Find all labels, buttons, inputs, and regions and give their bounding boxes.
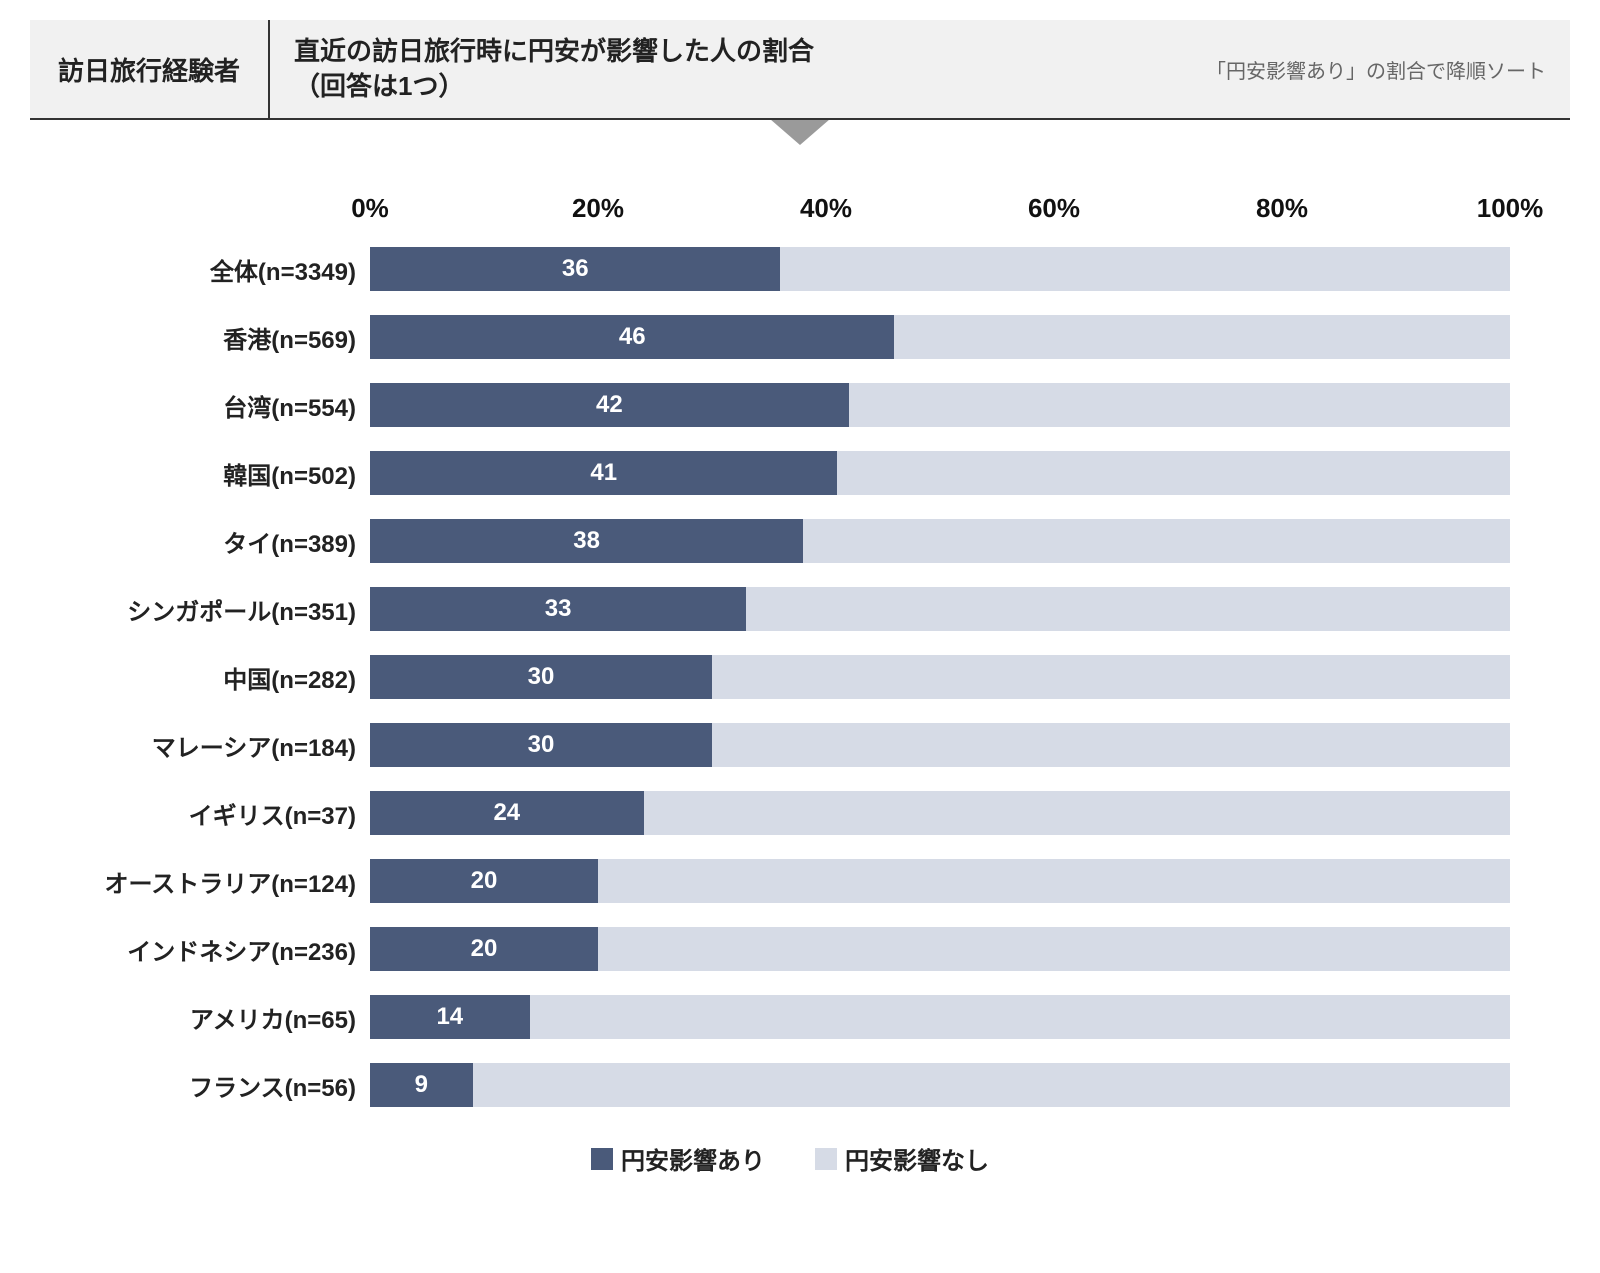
bar-row: 41	[370, 439, 1510, 507]
bar-track: 20	[370, 859, 1510, 903]
x-axis-tick: 80%	[1256, 193, 1308, 224]
bar-track: 41	[370, 451, 1510, 495]
category-label: マレーシア(n=184)	[70, 711, 370, 779]
bar-track: 36	[370, 247, 1510, 291]
legend-swatch	[815, 1148, 837, 1170]
category-label: インドネシア(n=236)	[70, 915, 370, 983]
category-label: 香港(n=569)	[70, 303, 370, 371]
bar-segment-affected: 14	[370, 995, 530, 1039]
bar-segment-not-affected	[837, 451, 1510, 495]
chart: 全体(n=3349)香港(n=569)台湾(n=554)韓国(n=502)タイ(…	[30, 185, 1570, 1176]
bar-track: 14	[370, 995, 1510, 1039]
category-label: タイ(n=389)	[70, 507, 370, 575]
legend-item: 円安影響あり	[591, 1141, 765, 1176]
category-label: オーストラリア(n=124)	[70, 847, 370, 915]
bar-segment-affected: 30	[370, 723, 712, 767]
chart-title-line1: 直近の訪日旅行時に円安が影響した人の割合	[294, 34, 1182, 69]
bar-segment-not-affected	[712, 655, 1510, 699]
chart-title: 直近の訪日旅行時に円安が影響した人の割合 （回答は1つ）	[270, 20, 1206, 118]
category-label: アメリカ(n=65)	[70, 983, 370, 1051]
bar-segment-not-affected	[530, 995, 1510, 1039]
bar-track: 30	[370, 723, 1510, 767]
bar-row: 33	[370, 575, 1510, 643]
bar-segment-not-affected	[644, 791, 1510, 835]
bar-segment-affected: 20	[370, 859, 598, 903]
sort-note: 「円安影響あり」の割合で降順ソート	[1206, 20, 1570, 118]
bar-row: 30	[370, 643, 1510, 711]
header-category-label: 訪日旅行経験者	[30, 20, 270, 118]
x-axis-tick: 100%	[1477, 193, 1544, 224]
category-label: 中国(n=282)	[70, 643, 370, 711]
header-band: 訪日旅行経験者 直近の訪日旅行時に円安が影響した人の割合 （回答は1つ） 「円安…	[30, 20, 1570, 120]
bar-row: 20	[370, 847, 1510, 915]
bar-segment-affected: 38	[370, 519, 803, 563]
bar-track: 42	[370, 383, 1510, 427]
bar-row: 42	[370, 371, 1510, 439]
category-label: フランス(n=56)	[70, 1051, 370, 1119]
bars-area: 36 46 42 41 38 33 30 30 24 20 20 14 9	[370, 235, 1510, 1119]
bar-segment-not-affected	[849, 383, 1510, 427]
legend-item: 円安影響なし	[815, 1141, 989, 1176]
bar-row: 14	[370, 983, 1510, 1051]
x-axis: 0%20%40%60%80%100%	[370, 185, 1510, 235]
category-label: 韓国(n=502)	[70, 439, 370, 507]
x-axis-tick: 60%	[1028, 193, 1080, 224]
category-label: 台湾(n=554)	[70, 371, 370, 439]
x-axis-tick: 40%	[800, 193, 852, 224]
bar-track: 9	[370, 1063, 1510, 1107]
bar-segment-affected: 20	[370, 927, 598, 971]
bar-row: 36	[370, 235, 1510, 303]
bar-track: 24	[370, 791, 1510, 835]
bar-track: 20	[370, 927, 1510, 971]
bar-track: 38	[370, 519, 1510, 563]
bar-segment-affected: 46	[370, 315, 894, 359]
bar-segment-not-affected	[598, 859, 1510, 903]
bar-segment-affected: 41	[370, 451, 837, 495]
bar-track: 46	[370, 315, 1510, 359]
bar-row: 38	[370, 507, 1510, 575]
x-axis-tick: 20%	[572, 193, 624, 224]
bar-row: 9	[370, 1051, 1510, 1119]
bar-segment-not-affected	[712, 723, 1510, 767]
legend-label: 円安影響あり	[621, 1141, 765, 1176]
legend: 円安影響あり 円安影響なし	[70, 1141, 1510, 1176]
bar-segment-affected: 42	[370, 383, 849, 427]
bar-row: 46	[370, 303, 1510, 371]
bar-segment-not-affected	[598, 927, 1510, 971]
bar-row: 20	[370, 915, 1510, 983]
legend-swatch	[591, 1148, 613, 1170]
bar-segment-not-affected	[780, 247, 1510, 291]
x-axis-tick: 0%	[351, 193, 389, 224]
bar-segment-affected: 9	[370, 1063, 473, 1107]
bar-row: 24	[370, 779, 1510, 847]
bar-segment-not-affected	[473, 1063, 1510, 1107]
bar-segment-affected: 30	[370, 655, 712, 699]
bar-segment-affected: 24	[370, 791, 644, 835]
y-axis-labels: 全体(n=3349)香港(n=569)台湾(n=554)韓国(n=502)タイ(…	[70, 185, 370, 1119]
bar-row: 30	[370, 711, 1510, 779]
bar-segment-affected: 36	[370, 247, 780, 291]
bar-segment-not-affected	[803, 519, 1510, 563]
bar-segment-not-affected	[894, 315, 1510, 359]
category-label: イギリス(n=37)	[70, 779, 370, 847]
category-label: シンガポール(n=351)	[70, 575, 370, 643]
bar-track: 33	[370, 587, 1510, 631]
chart-title-line2: （回答は1つ）	[294, 69, 1182, 104]
bar-segment-not-affected	[746, 587, 1510, 631]
legend-label: 円安影響なし	[845, 1141, 989, 1176]
category-label: 全体(n=3349)	[70, 235, 370, 303]
bar-track: 30	[370, 655, 1510, 699]
header-pointer-icon	[30, 119, 1570, 145]
bar-segment-affected: 33	[370, 587, 746, 631]
